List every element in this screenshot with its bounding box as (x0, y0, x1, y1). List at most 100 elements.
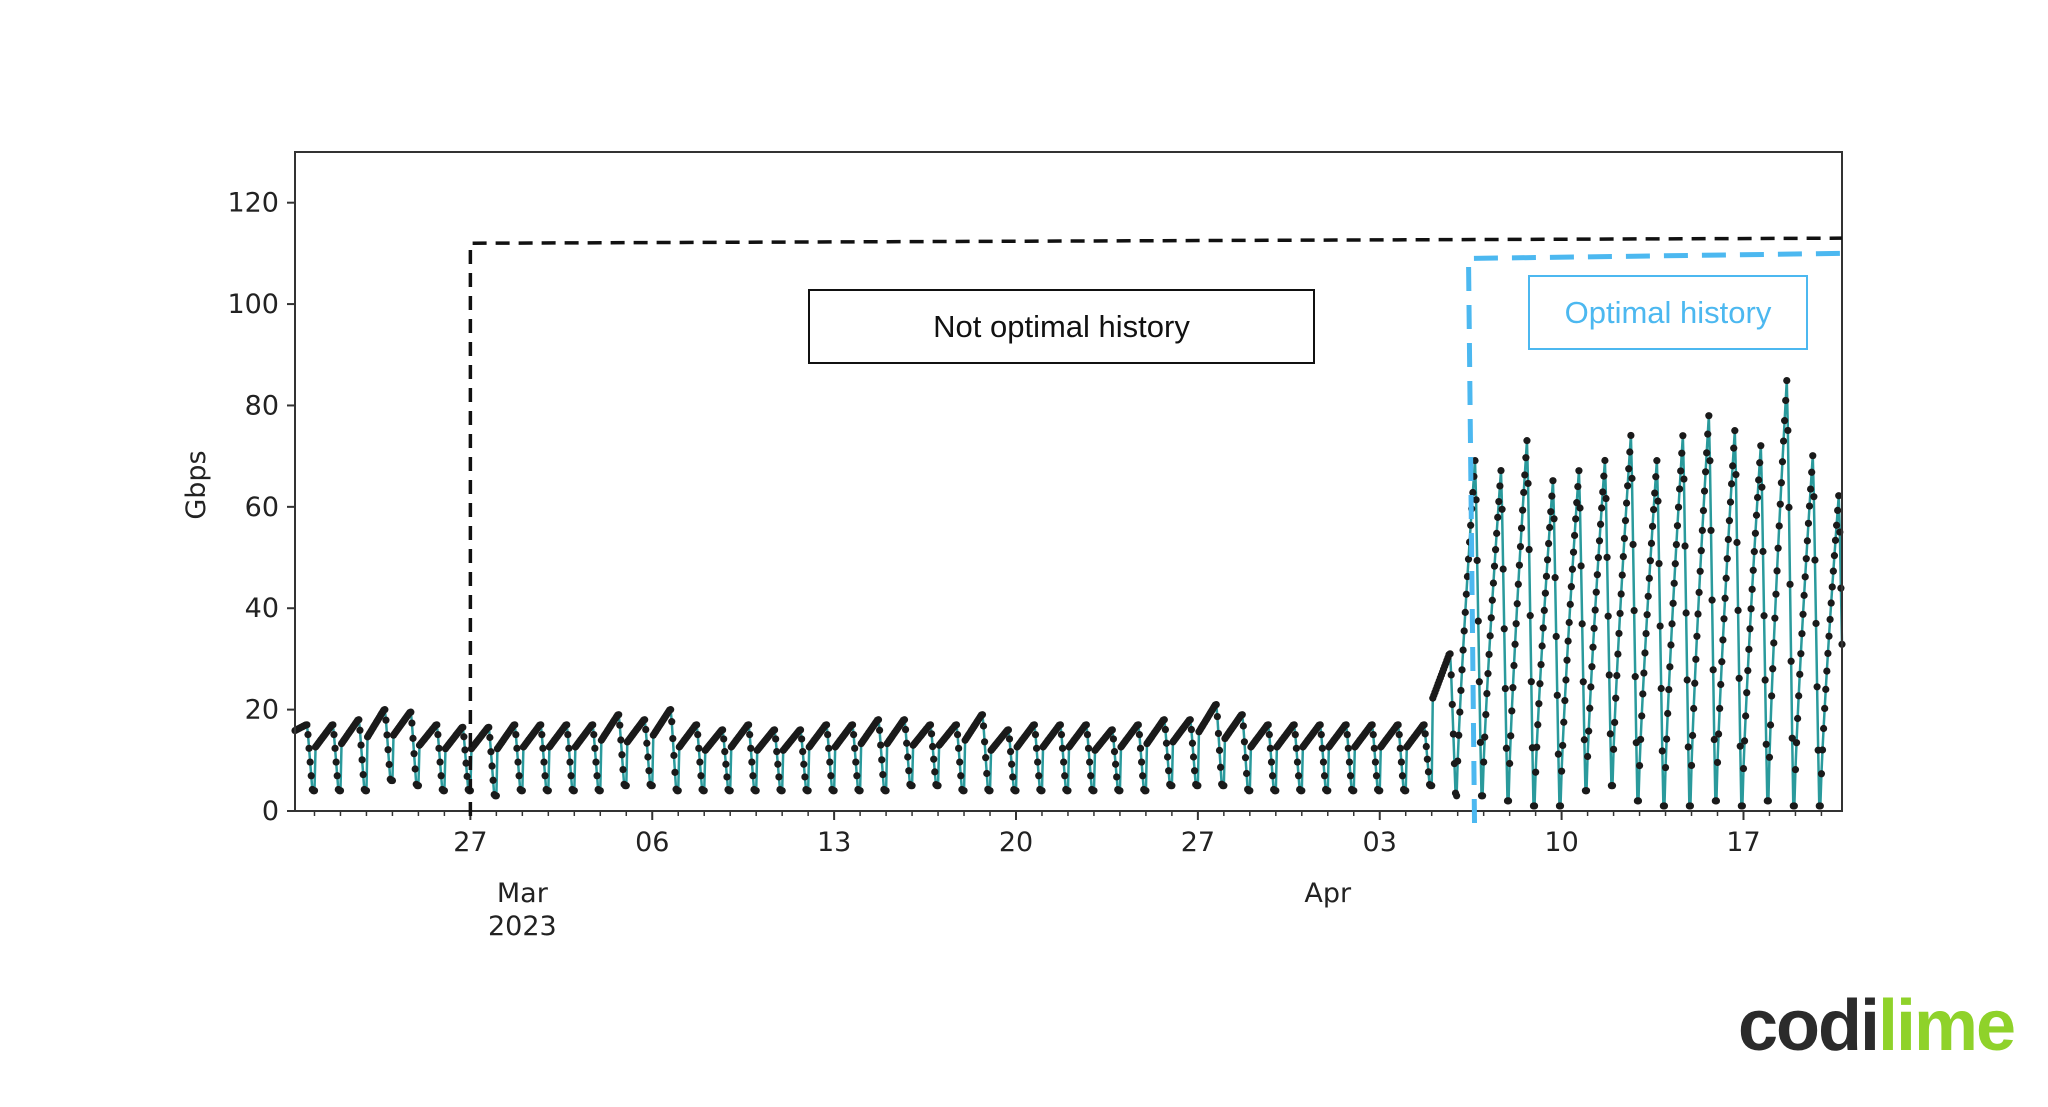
data-point (1625, 465, 1633, 473)
data-point (1241, 754, 1250, 762)
data-point (1546, 523, 1554, 532)
data-point (904, 753, 912, 761)
data-point (1761, 676, 1769, 684)
data-point (926, 721, 935, 729)
data-point (1577, 562, 1585, 570)
data-point (1692, 655, 1700, 663)
data-point (1008, 760, 1016, 768)
data-point (1472, 496, 1480, 504)
data-point (1643, 611, 1651, 619)
data-point (774, 760, 782, 768)
data-point (414, 782, 423, 790)
data-point (1674, 503, 1683, 511)
data-point (1822, 685, 1830, 693)
data-point (1467, 521, 1475, 529)
data-point (697, 772, 705, 780)
data-point (1376, 787, 1384, 795)
data-point (1519, 506, 1527, 514)
data-point (590, 730, 598, 739)
data-point (1785, 503, 1793, 511)
data-point (848, 721, 857, 729)
data-point (1808, 468, 1816, 476)
data-point (1627, 431, 1635, 440)
data-point (1293, 758, 1302, 766)
data-point (1590, 624, 1598, 632)
data-point (616, 721, 624, 729)
data-point (1712, 797, 1721, 805)
data-point (1082, 721, 1090, 729)
data-point (1317, 730, 1325, 739)
optimal-region-outline (1465, 250, 1843, 824)
data-point (1160, 716, 1168, 724)
data-point (1521, 471, 1529, 479)
logo-part-2: lime (1878, 986, 2016, 1066)
data-point (1708, 596, 1716, 604)
data-point (1700, 487, 1709, 495)
data-point (700, 787, 708, 795)
data-point (1664, 709, 1672, 718)
data-point (1786, 580, 1794, 588)
data-point (1372, 772, 1381, 780)
data-point (1556, 802, 1565, 810)
data-point (1188, 739, 1197, 747)
data-point (1464, 555, 1473, 563)
data-point (1058, 744, 1067, 752)
data-point (778, 787, 786, 795)
data-point (1083, 730, 1092, 739)
data-point (874, 716, 883, 724)
data-point (1187, 725, 1195, 734)
data-point (1746, 625, 1754, 633)
data-point (1595, 537, 1604, 545)
data-point (770, 726, 779, 734)
data-point (1109, 735, 1118, 743)
data-point (1495, 497, 1503, 506)
data-point (1494, 513, 1502, 521)
data-point (1537, 660, 1545, 669)
data-point (1691, 679, 1699, 687)
data-point (331, 744, 339, 752)
data-point (827, 772, 835, 780)
data-point (1771, 614, 1779, 622)
data-point (1596, 520, 1605, 528)
data-point (362, 787, 371, 795)
data-point (960, 787, 968, 795)
data-point (1423, 755, 1431, 763)
data-point (1587, 683, 1595, 691)
data-point (1716, 704, 1724, 713)
data-point (1773, 567, 1781, 575)
data-point (882, 787, 890, 795)
data-point (565, 744, 573, 752)
data-point (1727, 480, 1736, 488)
data-point (1548, 492, 1556, 500)
data-point (1298, 787, 1306, 795)
data-point (1805, 502, 1814, 510)
data-point (462, 759, 470, 767)
data-point (1220, 782, 1228, 790)
data-point (875, 726, 884, 734)
data-point (440, 787, 448, 795)
x-tick-label: 13 (817, 827, 851, 858)
data-point (1753, 493, 1762, 502)
data-point (1478, 792, 1487, 800)
data-point (437, 772, 445, 780)
data-point (1267, 758, 1276, 766)
data-point (1542, 572, 1551, 580)
data-point (1699, 506, 1708, 515)
data-point (1828, 583, 1836, 591)
y-tick-label: 120 (227, 188, 279, 219)
data-point (1239, 722, 1247, 730)
data-point (1453, 792, 1461, 800)
data-point (332, 758, 340, 766)
data-point (1214, 729, 1223, 738)
data-point (667, 706, 675, 714)
data-point (1760, 612, 1768, 620)
data-point (1560, 718, 1568, 726)
data-point (1798, 630, 1806, 638)
data-point (1396, 744, 1404, 752)
data-point (1032, 744, 1041, 752)
data-point (1731, 427, 1739, 435)
data-point (720, 735, 728, 743)
data-point (518, 787, 526, 795)
data-point (1589, 643, 1597, 651)
data-point (1136, 744, 1145, 752)
